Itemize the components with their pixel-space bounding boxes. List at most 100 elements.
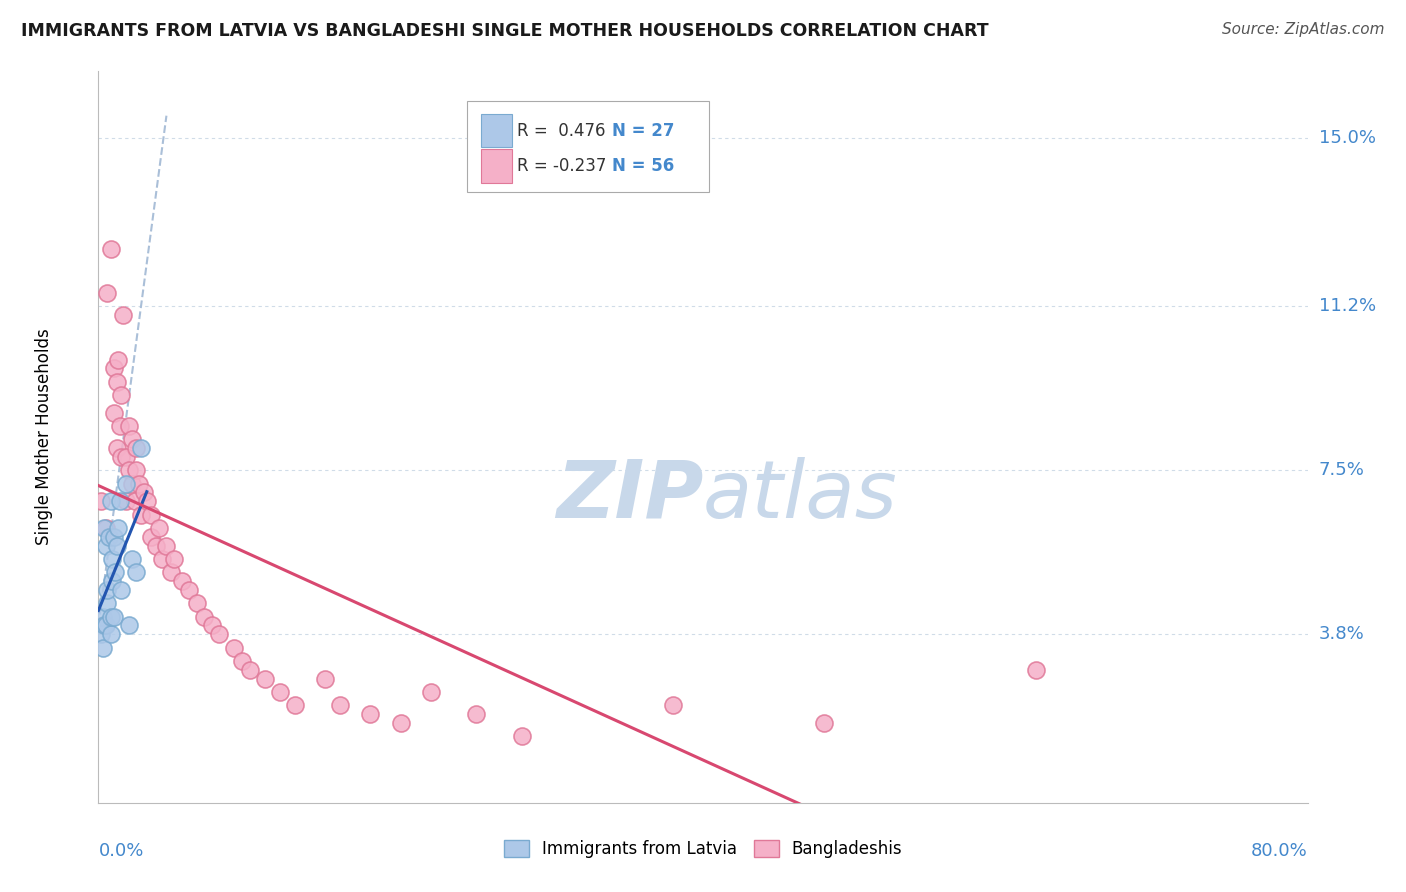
Point	[132, 485, 155, 500]
Point	[193, 609, 215, 624]
Text: N = 27: N = 27	[613, 121, 675, 140]
Point	[239, 663, 262, 677]
Point	[118, 419, 141, 434]
Point	[128, 476, 150, 491]
Point	[1024, 663, 1046, 677]
Point	[104, 566, 127, 580]
Point	[103, 530, 125, 544]
Point	[314, 672, 336, 686]
Point	[107, 521, 129, 535]
Point	[231, 654, 253, 668]
Text: ZIP: ZIP	[555, 457, 703, 534]
Point	[141, 530, 163, 544]
Point	[125, 566, 148, 580]
Text: N = 56: N = 56	[613, 157, 675, 175]
Point	[114, 450, 136, 464]
Point	[510, 729, 533, 743]
Point	[170, 574, 193, 589]
Text: atlas: atlas	[703, 457, 898, 534]
Point	[94, 521, 117, 535]
Point	[110, 388, 132, 402]
Text: IMMIGRANTS FROM LATVIA VS BANGLADESHI SINGLE MOTHER HOUSEHOLDS CORRELATION CHART: IMMIGRANTS FROM LATVIA VS BANGLADESHI SI…	[21, 22, 988, 40]
Text: Source: ZipAtlas.com: Source: ZipAtlas.com	[1222, 22, 1385, 37]
Text: Single Mother Households: Single Mother Households	[35, 329, 53, 545]
Point	[103, 361, 125, 376]
Point	[108, 494, 131, 508]
Point	[101, 552, 124, 566]
Point	[253, 672, 276, 686]
Point	[121, 552, 143, 566]
Point	[118, 463, 141, 477]
Point	[93, 618, 115, 632]
Point	[465, 707, 488, 722]
Point	[103, 609, 125, 624]
Point	[160, 566, 183, 580]
Point	[91, 640, 114, 655]
Point	[389, 716, 412, 731]
Point	[110, 582, 132, 597]
Point	[105, 441, 128, 455]
Text: 80.0%: 80.0%	[1251, 842, 1308, 860]
Point	[145, 539, 167, 553]
Point	[94, 539, 117, 553]
Point	[110, 450, 132, 464]
Point	[125, 441, 148, 455]
FancyBboxPatch shape	[481, 149, 512, 183]
Point	[163, 552, 186, 566]
Point	[813, 716, 835, 731]
Point	[108, 419, 131, 434]
Point	[91, 609, 114, 624]
Point	[124, 494, 146, 508]
Point	[100, 242, 122, 256]
Point	[111, 308, 134, 322]
Point	[224, 640, 246, 655]
Point	[107, 352, 129, 367]
Point	[101, 574, 124, 589]
Point	[90, 627, 112, 641]
Point	[208, 627, 231, 641]
Point	[125, 463, 148, 477]
Point	[150, 552, 173, 566]
FancyBboxPatch shape	[467, 101, 709, 192]
Point	[121, 476, 143, 491]
Point	[114, 476, 136, 491]
Text: 3.8%: 3.8%	[1319, 625, 1364, 643]
Text: R =  0.476: R = 0.476	[517, 121, 606, 140]
Point	[360, 707, 382, 722]
Text: 7.5%: 7.5%	[1319, 461, 1365, 479]
Point	[118, 618, 141, 632]
Point	[155, 539, 177, 553]
Point	[105, 539, 128, 553]
Point	[201, 618, 224, 632]
Point	[103, 406, 125, 420]
Point	[420, 685, 443, 699]
Text: 15.0%: 15.0%	[1319, 128, 1375, 147]
Point	[135, 494, 157, 508]
Point	[90, 494, 112, 508]
Point	[114, 494, 136, 508]
Point	[96, 596, 118, 610]
Point	[121, 432, 143, 446]
Point	[141, 508, 163, 522]
Point	[186, 596, 208, 610]
Point	[329, 698, 352, 713]
Point	[96, 285, 118, 300]
Point	[100, 494, 122, 508]
Point	[269, 685, 291, 699]
Point	[179, 582, 201, 597]
Point	[100, 627, 122, 641]
Point	[284, 698, 307, 713]
Point	[94, 618, 117, 632]
Point	[93, 521, 115, 535]
Point	[100, 609, 122, 624]
Point	[96, 582, 118, 597]
Text: R = -0.237: R = -0.237	[517, 157, 606, 175]
Point	[661, 698, 683, 713]
Point	[98, 530, 121, 544]
FancyBboxPatch shape	[481, 114, 512, 147]
Point	[129, 441, 152, 455]
Legend: Immigrants from Latvia, Bangladeshis: Immigrants from Latvia, Bangladeshis	[496, 833, 910, 865]
Point	[129, 508, 152, 522]
Text: 11.2%: 11.2%	[1319, 297, 1376, 315]
Text: 0.0%: 0.0%	[98, 842, 143, 860]
